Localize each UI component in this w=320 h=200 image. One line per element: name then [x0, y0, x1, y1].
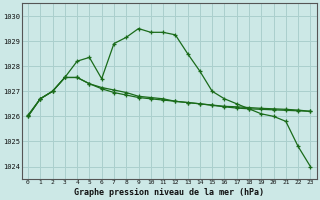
X-axis label: Graphe pression niveau de la mer (hPa): Graphe pression niveau de la mer (hPa) [74, 188, 264, 197]
